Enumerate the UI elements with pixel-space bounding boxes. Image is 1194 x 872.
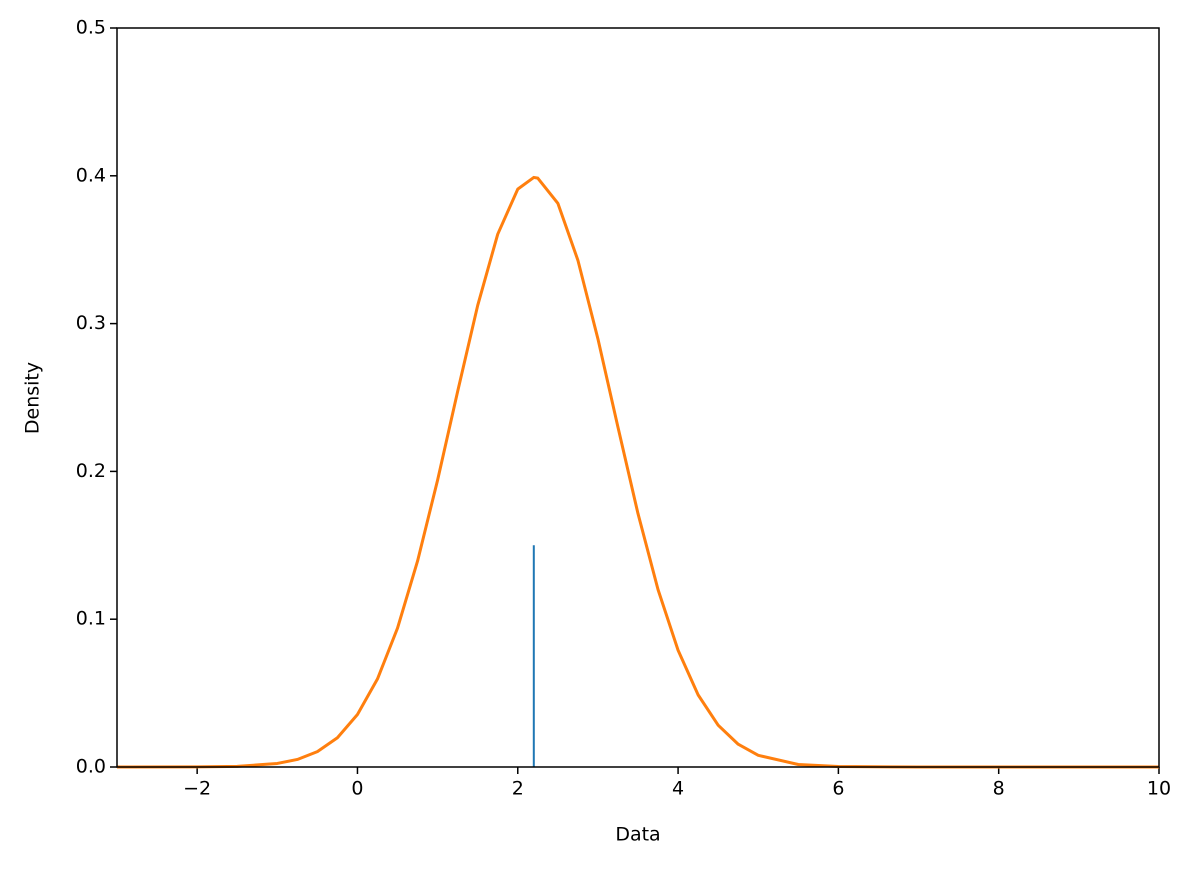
x-tick-label: −2 xyxy=(183,778,211,800)
plot-frame xyxy=(116,27,1160,768)
y-tick-label: 0.3 xyxy=(76,312,106,334)
y-tick-label: 0.1 xyxy=(76,608,106,630)
x-axis-label: Data xyxy=(615,824,660,846)
y-axis-label: Density xyxy=(22,362,44,434)
y-tick-label: 0.5 xyxy=(76,17,106,39)
x-tick-label: 10 xyxy=(1147,778,1171,800)
y-tick-label: 0.4 xyxy=(76,164,106,186)
x-tick-label: 6 xyxy=(832,778,844,800)
x-tick-label: 2 xyxy=(512,778,524,800)
x-tick-label: 8 xyxy=(993,778,1005,800)
x-tick-label: 0 xyxy=(351,778,363,800)
y-tick-label: 0.0 xyxy=(76,756,106,778)
y-tick-label: 0.2 xyxy=(76,460,106,482)
x-tick-label: 4 xyxy=(672,778,684,800)
density-line xyxy=(116,175,1159,769)
